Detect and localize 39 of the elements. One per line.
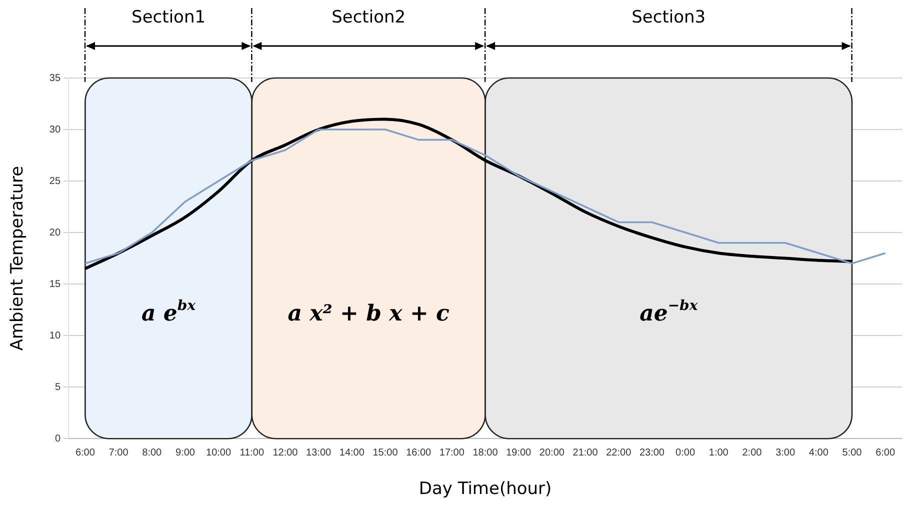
y-tick-label: 10 bbox=[49, 330, 61, 342]
x-tick-label: 7:00 bbox=[108, 447, 129, 458]
y-tick-label: 35 bbox=[49, 72, 61, 84]
x-tick-label: 18:00 bbox=[472, 447, 498, 458]
x-tick-label: 19:00 bbox=[506, 447, 532, 458]
x-tick-label: 23:00 bbox=[639, 447, 665, 458]
x-tick-label: 15:00 bbox=[372, 447, 398, 458]
x-tick-label: 4:00 bbox=[808, 447, 829, 458]
x-tick-label: 3:00 bbox=[776, 447, 796, 458]
x-tick-label: 14:00 bbox=[339, 447, 365, 458]
x-tick-label: 8:00 bbox=[142, 447, 162, 458]
x-tick-label: 21:00 bbox=[572, 447, 598, 458]
x-tick-label: 0:00 bbox=[676, 447, 696, 458]
x-tick-label: 11:00 bbox=[240, 447, 264, 458]
x-tick-label: 22:00 bbox=[606, 447, 632, 458]
text: Section1 bbox=[132, 7, 206, 28]
x-tick-label: 2:00 bbox=[742, 447, 762, 458]
x-tick-label: 1:00 bbox=[708, 447, 729, 458]
x-axis-title: Day Time(hour) bbox=[418, 479, 552, 500]
x-tick-label: 16:00 bbox=[406, 447, 432, 458]
x-tick-label: 5:00 bbox=[842, 447, 862, 458]
x-tick-label: 6:00 bbox=[75, 447, 96, 458]
text: Section2 bbox=[332, 7, 406, 28]
y-tick-label: 25 bbox=[49, 176, 61, 187]
band-label: a x² + b x + c bbox=[288, 300, 450, 327]
text: Section3 bbox=[632, 7, 706, 28]
x-tick-label: 17:00 bbox=[439, 447, 465, 458]
y-tick-label: 30 bbox=[49, 124, 61, 136]
x-tick-label: 12:00 bbox=[272, 447, 298, 458]
y-tick-label: 15 bbox=[49, 278, 61, 290]
x-tick-label: 13:00 bbox=[306, 447, 332, 458]
x-tick-label: 6:00 bbox=[876, 447, 896, 458]
y-tick-label: 0 bbox=[54, 433, 61, 444]
y-tick-label: 5 bbox=[54, 382, 61, 393]
y-tick-label: 20 bbox=[49, 227, 61, 238]
x-tick-label: 10:00 bbox=[206, 447, 232, 458]
y-axis-title: Ambient Temperature bbox=[8, 166, 28, 351]
x-tick-label: 20:00 bbox=[539, 447, 565, 458]
x-tick-label: 9:00 bbox=[175, 447, 196, 458]
